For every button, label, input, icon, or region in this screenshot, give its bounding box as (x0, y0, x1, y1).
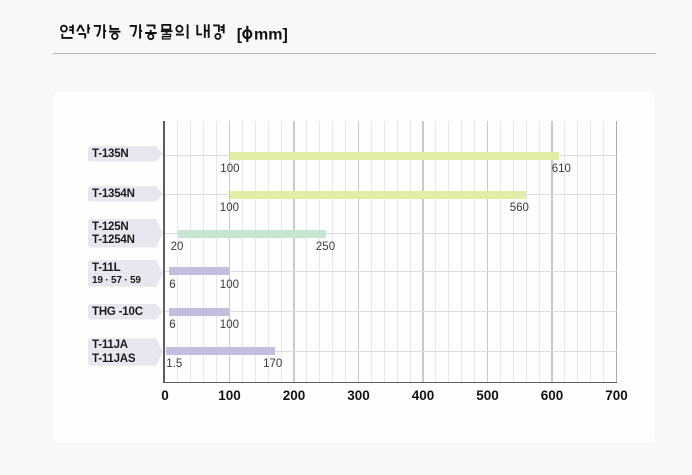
svg-text:[: [ (237, 26, 243, 43)
svg-text:mm]: mm] (254, 26, 288, 43)
